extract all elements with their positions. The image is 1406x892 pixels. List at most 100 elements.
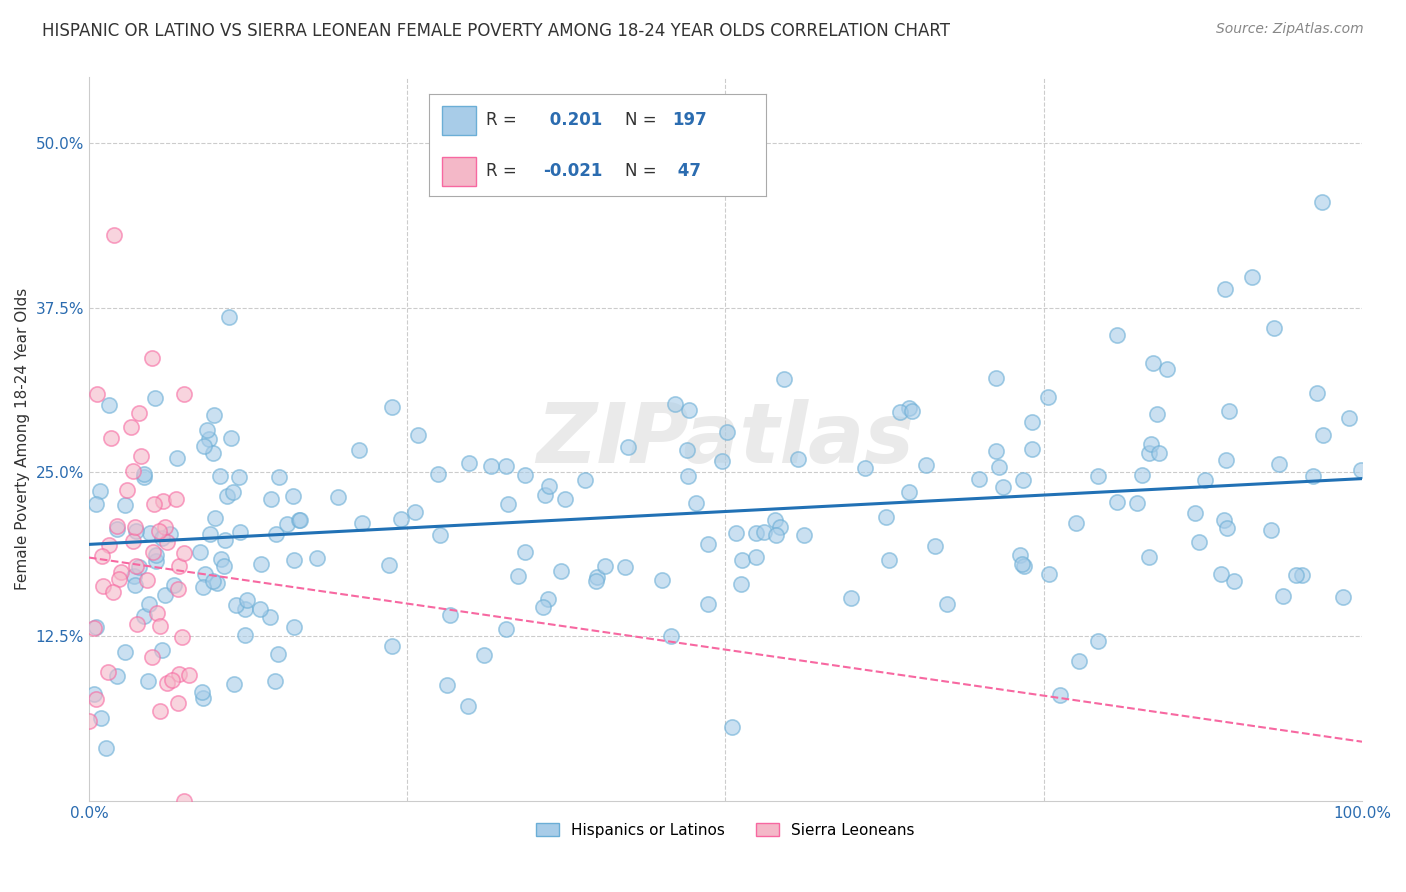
Point	[875, 510, 897, 524]
Point	[1107, 327, 1129, 342]
Point	[1291, 567, 1313, 582]
Point	[1069, 654, 1091, 668]
Point	[879, 552, 901, 566]
Point	[283, 552, 305, 566]
Point	[495, 458, 517, 473]
Point	[214, 533, 236, 547]
Point	[710, 454, 733, 468]
Point	[84, 692, 107, 706]
Point	[793, 528, 815, 542]
Point	[1156, 362, 1178, 376]
Point	[165, 491, 187, 506]
Point	[260, 492, 283, 507]
Point	[159, 527, 181, 541]
Point	[207, 575, 229, 590]
Point	[389, 511, 412, 525]
Point	[534, 488, 557, 502]
Point	[208, 468, 231, 483]
Point	[593, 559, 616, 574]
Point	[170, 630, 193, 644]
Point	[97, 538, 120, 552]
Point	[194, 567, 217, 582]
Point	[574, 473, 596, 487]
Point	[191, 690, 214, 705]
Point	[166, 697, 188, 711]
Point	[160, 673, 183, 688]
Point	[179, 668, 201, 682]
Point	[150, 531, 173, 545]
Point	[678, 403, 700, 417]
Point	[97, 665, 120, 679]
Point	[91, 549, 114, 564]
Point	[150, 643, 173, 657]
Point	[132, 467, 155, 481]
Point	[427, 467, 450, 481]
Point	[537, 591, 560, 606]
Point	[678, 468, 700, 483]
Text: N =: N =	[624, 112, 661, 129]
Point	[101, 584, 124, 599]
Point	[696, 597, 718, 611]
Point	[219, 431, 242, 445]
Point	[128, 560, 150, 574]
Text: R =: R =	[486, 161, 522, 179]
Point	[225, 598, 247, 612]
Text: 0.201: 0.201	[544, 112, 602, 129]
Point	[263, 673, 285, 688]
Point	[457, 699, 479, 714]
Point	[915, 458, 938, 472]
Point	[661, 629, 683, 643]
Point	[90, 711, 112, 725]
Point	[1188, 534, 1211, 549]
Point	[91, 579, 114, 593]
Point	[889, 405, 911, 419]
Point	[1064, 516, 1087, 530]
Point	[1312, 428, 1334, 442]
Point	[1137, 446, 1160, 460]
Point	[105, 518, 128, 533]
Point	[114, 644, 136, 658]
Point	[479, 459, 502, 474]
Point	[1087, 468, 1109, 483]
Point	[406, 428, 429, 442]
Point	[725, 526, 748, 541]
Text: 47: 47	[672, 161, 700, 179]
Point	[173, 546, 195, 560]
Point	[1339, 411, 1361, 425]
Point	[202, 408, 225, 422]
Point	[173, 794, 195, 808]
Point	[105, 668, 128, 682]
Point	[1014, 558, 1036, 573]
Point	[281, 489, 304, 503]
Point	[288, 513, 311, 527]
Point	[259, 610, 281, 624]
Legend: Hispanics or Latinos, Sierra Leoneans: Hispanics or Latinos, Sierra Leoneans	[530, 816, 921, 844]
Point	[697, 536, 720, 550]
Point	[122, 569, 145, 583]
Text: Source: ZipAtlas.com: Source: ZipAtlas.com	[1216, 22, 1364, 37]
Point	[96, 741, 118, 756]
Point	[651, 573, 673, 587]
Text: HISPANIC OR LATINO VS SIERRA LEONEAN FEMALE POVERTY AMONG 18-24 YEAR OLDS CORREL: HISPANIC OR LATINO VS SIERRA LEONEAN FEM…	[42, 22, 950, 40]
Point	[122, 464, 145, 478]
Point	[156, 676, 179, 690]
Point	[730, 577, 752, 591]
Point	[853, 461, 876, 475]
Point	[267, 647, 290, 661]
Point	[136, 674, 159, 689]
Point	[1302, 469, 1324, 483]
Point	[328, 490, 350, 504]
Point	[100, 431, 122, 445]
Point	[167, 667, 190, 681]
Point	[249, 558, 271, 572]
Point	[721, 720, 744, 734]
Point	[550, 564, 572, 578]
Point	[224, 676, 246, 690]
Text: N =: N =	[624, 161, 661, 179]
Point	[97, 397, 120, 411]
Point	[283, 619, 305, 633]
Point	[77, 714, 100, 728]
Point	[198, 432, 221, 446]
Point	[212, 558, 235, 573]
Point	[765, 528, 787, 542]
